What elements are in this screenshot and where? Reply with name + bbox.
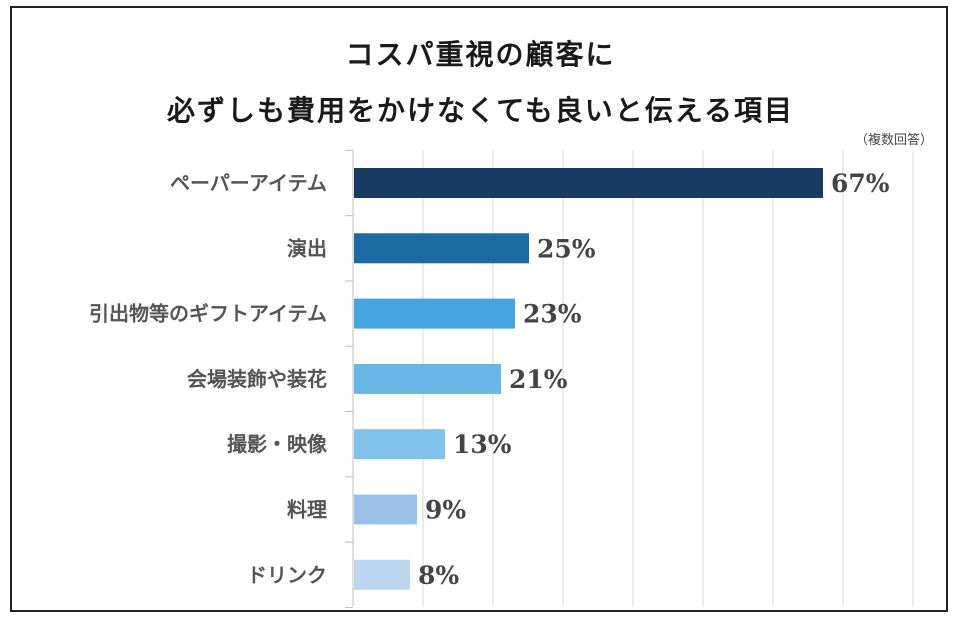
multiple-answer-note: （複数回答）	[854, 133, 933, 148]
value-label: 23%	[523, 300, 582, 329]
bar	[354, 494, 417, 525]
bar	[354, 559, 410, 590]
bar	[354, 233, 529, 264]
value-label: 21%	[509, 365, 568, 394]
category-label: ドリンク	[247, 563, 327, 587]
bar	[354, 168, 823, 198]
category-label: 料理	[287, 498, 327, 522]
chart-title-line1: コスパ重視の顧客に	[345, 38, 616, 71]
value-label: 8%	[418, 561, 459, 590]
category-label: ペーパーアイテム	[170, 171, 327, 195]
bar	[354, 363, 501, 394]
chart-title-line2: 必ずしも費用をかけなくても良いと伝える項目	[167, 94, 794, 127]
bar	[354, 429, 445, 460]
category-label: 演出	[287, 236, 327, 260]
category-label: 会場装飾や装花	[187, 367, 327, 391]
value-label: 67%	[831, 169, 890, 198]
category-label: 撮影・映像	[227, 432, 328, 456]
bar	[354, 298, 515, 329]
value-label: 13%	[453, 430, 512, 459]
value-label: 9%	[425, 496, 466, 525]
value-label: 25%	[537, 234, 596, 263]
category-label: 引出物等のギフトアイテム	[89, 302, 327, 326]
